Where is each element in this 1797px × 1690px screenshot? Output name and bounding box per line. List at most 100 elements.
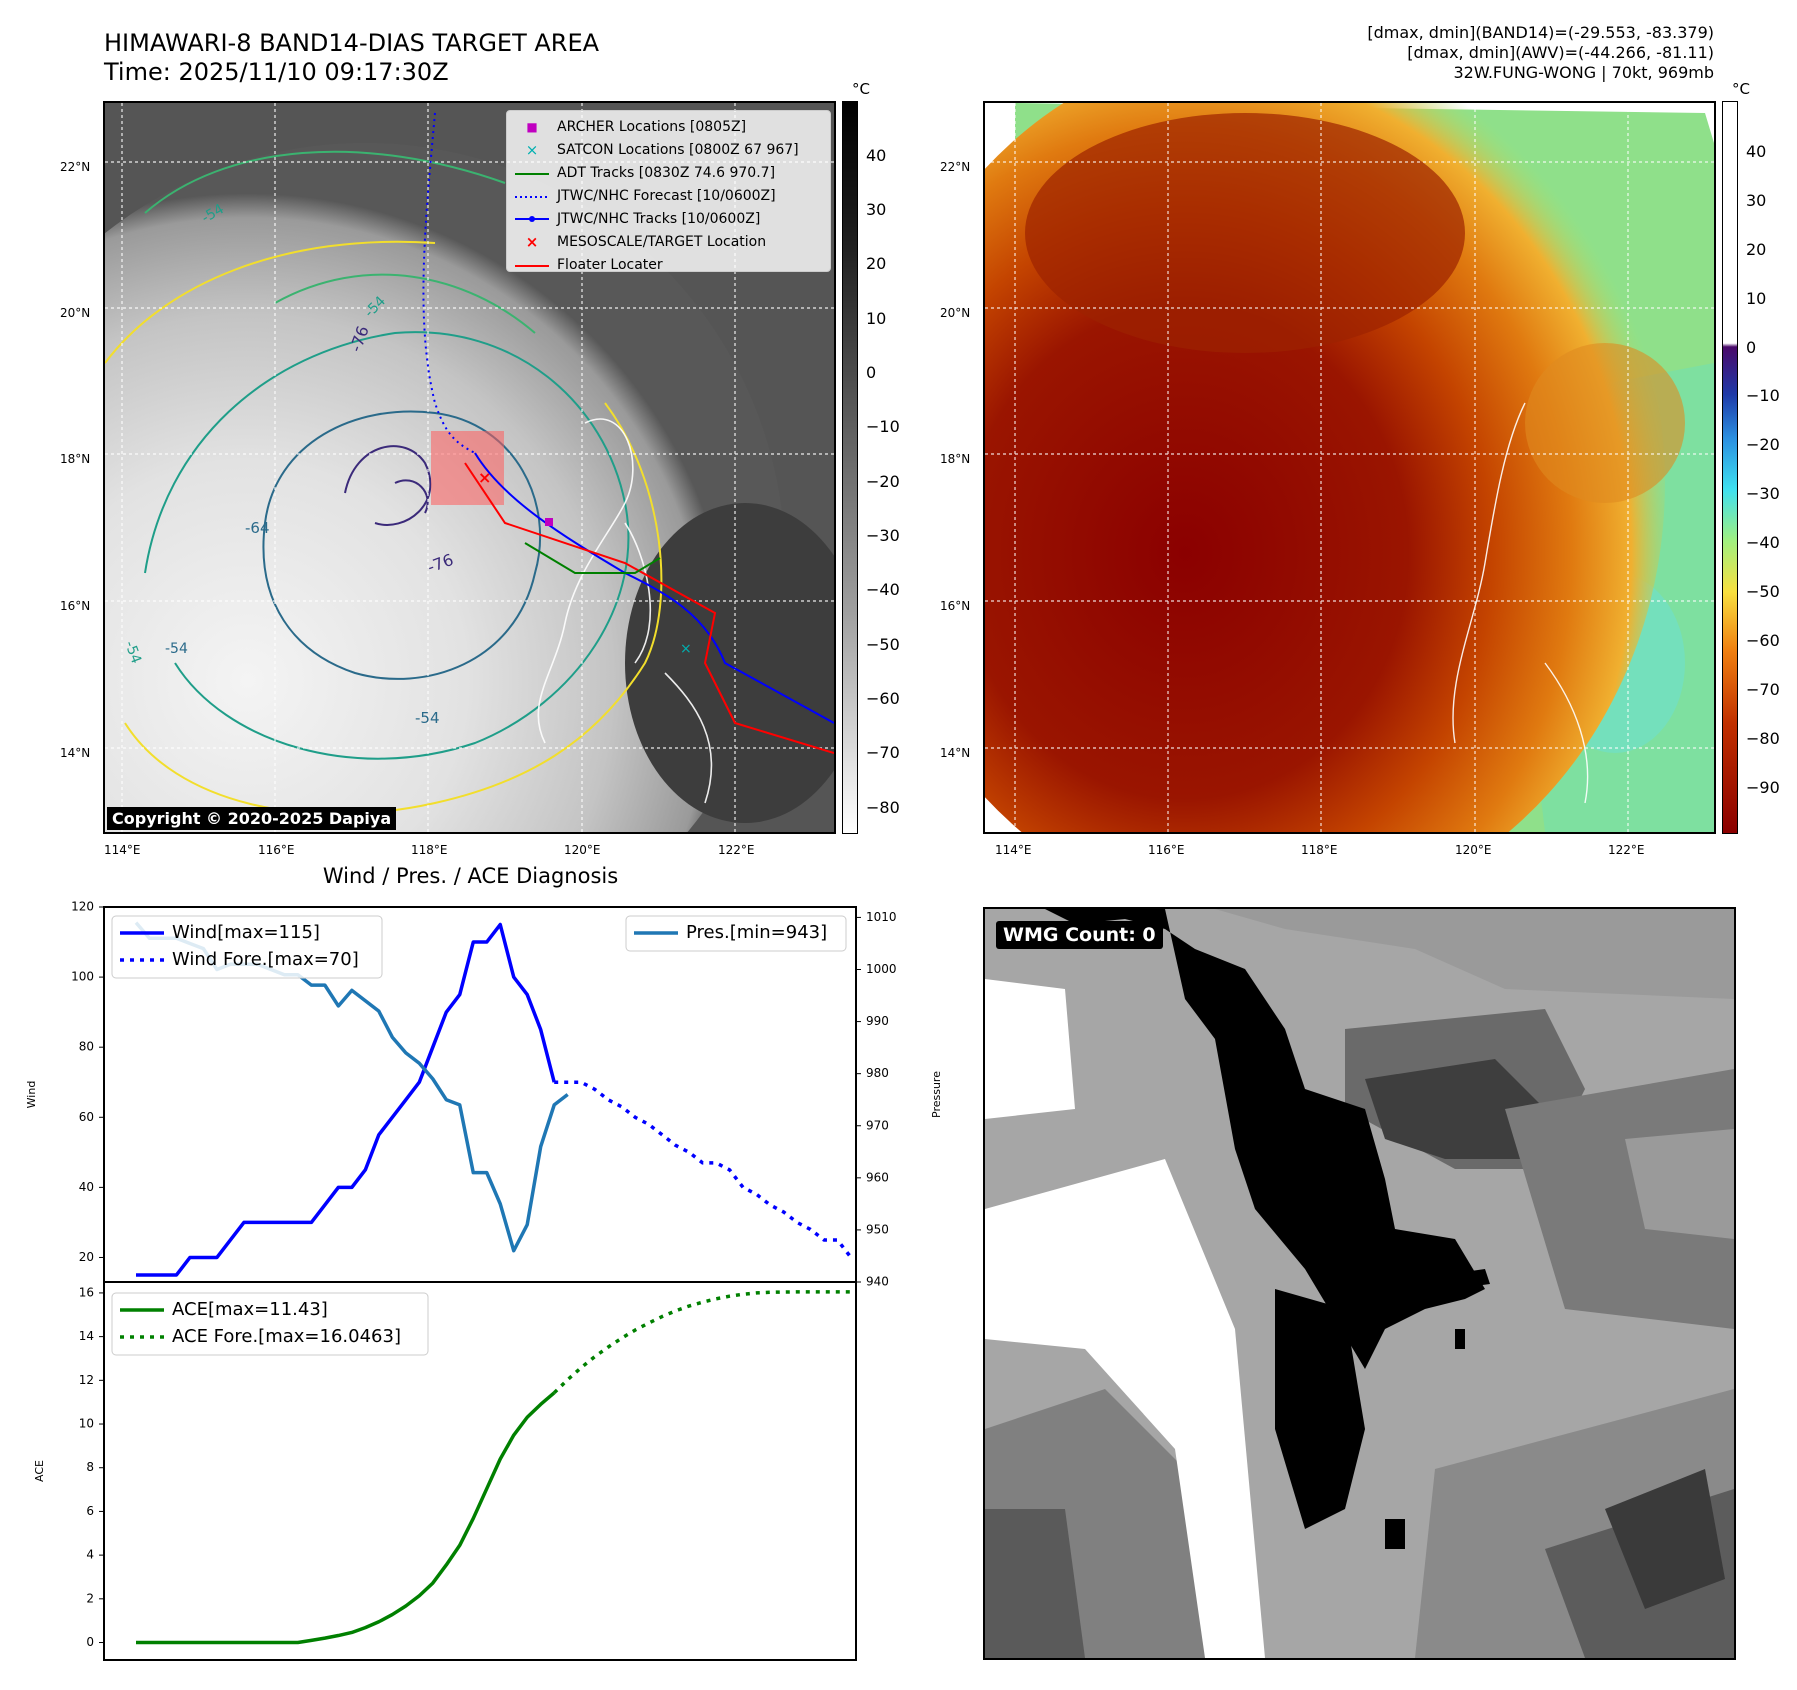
legend-floater: Floater Locater xyxy=(515,256,663,273)
awv-map-panel[interactable] xyxy=(983,101,1716,834)
awv-lon-label: 116°E xyxy=(1148,843,1185,857)
pressure-ytick-label: 970 xyxy=(866,1118,889,1132)
awv-lon-label: 120°E xyxy=(1455,843,1492,857)
contour-label: -54 xyxy=(165,641,188,657)
contour-label: -64 xyxy=(245,519,270,537)
series-wind-fore-line xyxy=(554,1080,853,1259)
ir-cb-tick: 10 xyxy=(866,309,887,328)
floater-locater xyxy=(464,462,834,754)
awv-right-title-1: [dmax, dmin](BAND14)=(-29.553, -83.379) xyxy=(1367,23,1714,42)
contour-label: -54 xyxy=(121,639,144,666)
legend-archer: ■ ARCHER Locations [0805Z] xyxy=(526,118,747,135)
awv-cb-tick: −20 xyxy=(1746,435,1780,454)
ir-lat-label: 20°N xyxy=(60,306,91,320)
awv-colorbar xyxy=(1722,101,1738,834)
pressure-ytick-label: 1000 xyxy=(866,962,897,976)
ir-lat-label: 22°N xyxy=(60,160,91,174)
ir-map-panel[interactable]: × × -54 -76 -64 -76 -54 -54 -54 -54 ■ ARC… xyxy=(103,101,836,834)
ace-ytick-label: 16 xyxy=(79,1285,94,1299)
wmg-count-label: WMG Count: 0 xyxy=(996,921,1163,949)
ir-lat-label: 18°N xyxy=(60,452,91,466)
awv-cb-tick: −30 xyxy=(1746,484,1780,503)
copyright-label: Copyright © 2020-2025 Dapiya xyxy=(107,807,397,830)
pressure-ytick-label: 990 xyxy=(866,1014,889,1028)
wind-legend xyxy=(111,915,383,979)
wind-ytick-label: 60 xyxy=(79,1110,94,1124)
ace-ytick-label: 14 xyxy=(79,1329,94,1343)
ace-ytick-label: 10 xyxy=(79,1417,94,1431)
ir-cb-tick: −10 xyxy=(866,417,900,436)
ir-cb-tick: −80 xyxy=(866,798,900,817)
ir-colorbar xyxy=(842,101,858,834)
pressure-ytick-label: 940 xyxy=(866,1275,889,1289)
awv-lat-label: 20°N xyxy=(940,306,971,320)
awv-lat-label: 22°N xyxy=(940,160,971,174)
wmg-panel[interactable]: WMG Count: 0 xyxy=(983,907,1736,1660)
wind-ytick-label: 120 xyxy=(71,900,94,914)
awv-lat-label: 14°N xyxy=(940,746,971,760)
diagnosis-title: Wind / Pres. / ACE Diagnosis xyxy=(322,864,619,888)
awv-cb-tick: 20 xyxy=(1746,240,1767,259)
ir-cb-tick: 40 xyxy=(866,146,887,165)
awv-lon-label: 118°E xyxy=(1301,843,1338,857)
ir-lon-label: 118°E xyxy=(411,843,448,857)
awv-cb-tick: −60 xyxy=(1746,631,1780,650)
awv-lon-label: 122°E xyxy=(1608,843,1645,857)
ace-ytick-label: 8 xyxy=(86,1460,94,1474)
legend-jtwc-forecast: JTWC/NHC Forecast [10/0600Z] xyxy=(515,187,776,204)
ir-lon-label: 120°E xyxy=(564,843,601,857)
awv-cb-tick: 40 xyxy=(1746,142,1767,161)
ir-lon-label: 114°E xyxy=(104,843,141,857)
awv-cb-tick: 10 xyxy=(1746,289,1767,308)
wind-legend-label: Wind Fore.[max=70] xyxy=(172,949,359,970)
series-windline xyxy=(136,922,556,1277)
awv-lat-label: 16°N xyxy=(940,599,971,613)
pressure-ytick-label: 980 xyxy=(866,1066,889,1080)
adt-track xyxy=(524,542,661,574)
ir-cb-tick: 20 xyxy=(866,254,887,273)
awv-right-title-3: 32W.FUNG-WONG | 70kt, 969mb xyxy=(1453,63,1714,82)
awv-cb-tick: −80 xyxy=(1746,729,1780,748)
ace-legend-label: ACE[max=11.43] xyxy=(172,1299,328,1320)
wind-ytick-label: 80 xyxy=(79,1040,94,1054)
ace-axes xyxy=(103,1281,857,1661)
ace-legend xyxy=(111,1292,429,1356)
ace-ytick-label: 6 xyxy=(86,1504,94,1518)
awv-cb-tick: −50 xyxy=(1746,582,1780,601)
pressure-ytick-label: 960 xyxy=(866,1170,889,1184)
ir-cb-tick: −70 xyxy=(866,743,900,762)
ace-ytick-label: 2 xyxy=(86,1591,94,1605)
satcon-marker: × xyxy=(680,641,692,657)
wmg-image xyxy=(985,909,1734,1658)
ace-ytick-label: 0 xyxy=(86,1635,94,1649)
ir-lat-label: 16°N xyxy=(60,599,91,613)
awv-cb-tick: −10 xyxy=(1746,386,1780,405)
awv-colorbar-unit: °C xyxy=(1732,80,1750,98)
ace-ytick-label: 12 xyxy=(79,1373,94,1387)
pressure-ytick-label: 1010 xyxy=(866,910,897,924)
ir-lon-label: 116°E xyxy=(258,843,295,857)
awv-cb-tick: −90 xyxy=(1746,778,1780,797)
ir-cb-tick: 0 xyxy=(866,363,877,382)
ace-ytick-label: 4 xyxy=(86,1548,94,1562)
pressure-axis-label: Pressure xyxy=(930,1071,943,1118)
legend-satcon: × SATCON Locations [0800Z 67 967] xyxy=(525,140,799,159)
wind-legend-label: Wind[max=115] xyxy=(172,922,320,943)
ir-cb-tick: −30 xyxy=(866,526,900,545)
series-ace-fore-line xyxy=(552,1290,851,1395)
ir-lat-label: 14°N xyxy=(60,746,91,760)
pressure-legend-label: Pres.[min=943] xyxy=(686,922,827,943)
pressure-ytick-label: 950 xyxy=(866,1222,889,1236)
ir-cb-tick: −50 xyxy=(866,635,900,654)
wind-ytick-label: 20 xyxy=(79,1250,94,1264)
jtwc-forecast-track xyxy=(422,112,476,454)
series-aceline xyxy=(136,1391,556,1645)
awv-right-title-2: [dmax, dmin](AWV)=(-44.266, -81.11) xyxy=(1407,43,1714,62)
legend-adt: ADT Tracks [0830Z 74.6 970.7] xyxy=(515,164,776,181)
ir-title-line2: Time: 2025/11/10 09:17:30Z xyxy=(104,58,449,86)
wind-axis-label: Wind xyxy=(25,1081,38,1109)
ir-title-line1: HIMAWARI-8 BAND14-DIAS TARGET AREA xyxy=(104,29,600,57)
ir-cb-tick: 30 xyxy=(866,200,887,219)
ace-axis-label: ACE xyxy=(33,1460,46,1482)
